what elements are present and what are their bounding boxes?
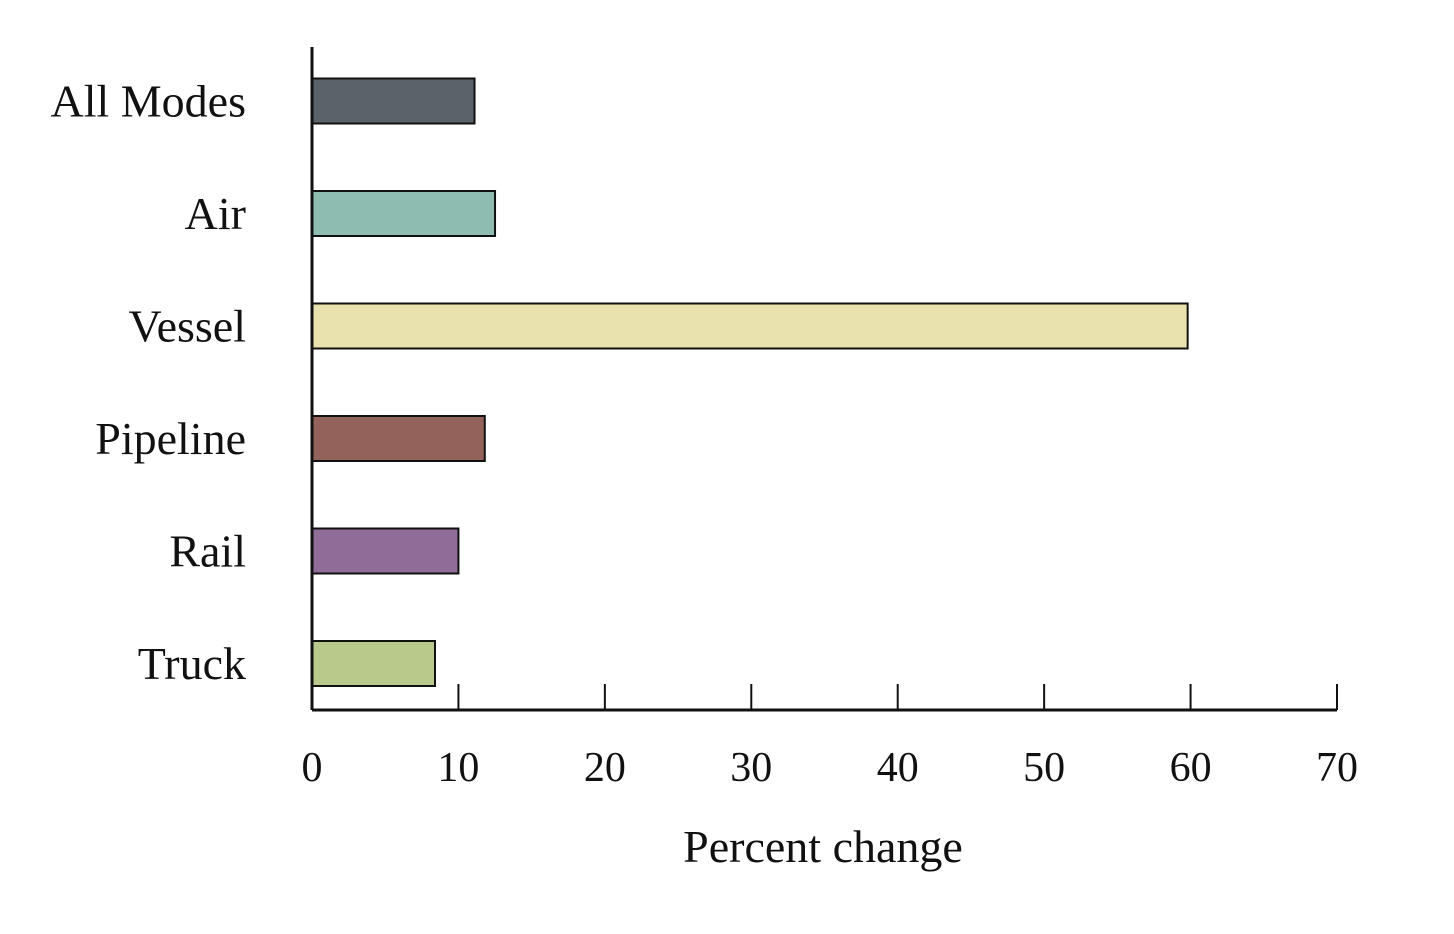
bar-all-modes [311, 77, 476, 125]
bar-pipeline [311, 415, 486, 462]
x-tick-label-50: 50 [1023, 745, 1065, 791]
x-tick-label-30: 30 [730, 745, 772, 791]
bars-layer [311, 77, 1189, 687]
bar-vessel [311, 302, 1189, 350]
x-tick-label-20: 20 [584, 745, 626, 791]
x-tick-label-40: 40 [877, 745, 919, 791]
category-label-all-modes: All Modes [51, 76, 247, 127]
bar-air [311, 190, 497, 237]
x-tick-label-10: 10 [437, 745, 479, 791]
category-label-vessel: Vessel [128, 301, 246, 352]
x-tick-label-60: 60 [1170, 745, 1212, 791]
x-axis-title: Percent change [683, 821, 963, 872]
category-label-pipeline: Pipeline [95, 413, 246, 464]
bar-rail [311, 527, 460, 575]
category-labels: All Modes Air Vessel Pipeline Rail Truck [51, 76, 247, 690]
category-label-rail: Rail [169, 526, 246, 577]
x-tick-label-70: 70 [1316, 745, 1358, 791]
category-label-air: Air [185, 188, 246, 239]
bar-truck [311, 640, 436, 687]
category-label-truck: Truck [138, 638, 246, 689]
x-axis-ticks: 0 10 20 30 40 50 60 70 [302, 684, 1358, 791]
x-tick-label-0: 0 [302, 745, 323, 791]
